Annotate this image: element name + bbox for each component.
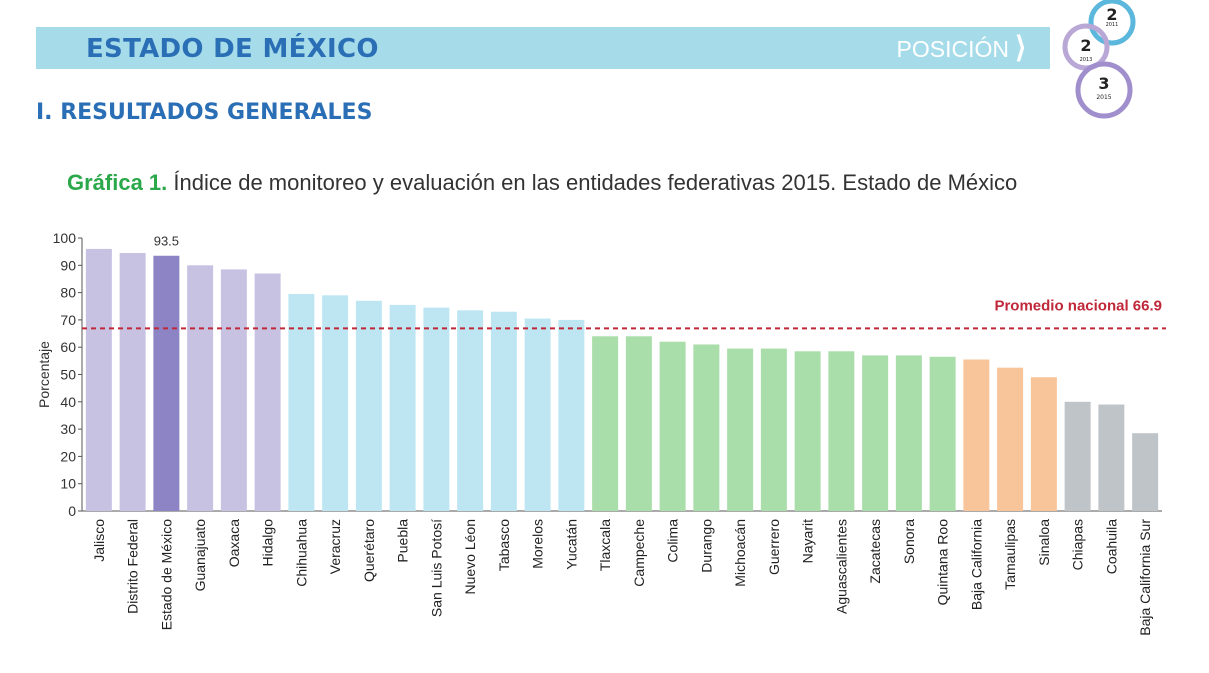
y-axis-label: Porcentaje xyxy=(36,341,52,408)
x-tick-label: Sonora xyxy=(901,519,917,564)
header-bar xyxy=(36,27,1050,69)
bar-22 xyxy=(794,351,821,511)
bar-11 xyxy=(423,307,450,511)
bar-23 xyxy=(828,351,855,511)
bar-2 xyxy=(119,253,146,511)
y-tick-label: 20 xyxy=(60,448,76,464)
x-tick-label: Michoacán xyxy=(732,519,748,587)
year-2011: 2011 xyxy=(1106,22,1119,28)
x-tick-label: Morelos xyxy=(530,519,546,569)
bar-3 xyxy=(153,255,180,511)
x-tick-label: Zacatecas xyxy=(867,519,883,584)
year-2013: 2013 xyxy=(1080,57,1093,63)
x-tick-label: Querétaro xyxy=(361,519,377,582)
bar-26 xyxy=(929,356,956,511)
y-tick-label: 70 xyxy=(60,312,76,328)
x-tick-label: Campeche xyxy=(631,519,647,587)
bar-31 xyxy=(1098,404,1125,511)
x-tick-label: Yucatán xyxy=(563,519,579,570)
x-tick-label: Sinaloa xyxy=(1036,519,1052,566)
x-tick-label: Veracruz xyxy=(327,519,343,574)
x-tick-label: Jalisco xyxy=(91,519,107,562)
bar-17 xyxy=(625,336,652,511)
bar-7 xyxy=(288,293,315,511)
bar-21 xyxy=(760,348,787,511)
ranking-2015: 3 2015 xyxy=(1075,61,1133,119)
x-tick-label: Quintana Roo xyxy=(935,519,951,606)
bar-14 xyxy=(524,318,551,511)
bar-8 xyxy=(322,295,349,511)
x-tick-label: Coahuila xyxy=(1103,519,1119,574)
x-tick-label: Chihuahua xyxy=(293,519,309,587)
bar-25 xyxy=(895,355,922,511)
bar-5 xyxy=(220,269,247,511)
x-tick-label: Nayarit xyxy=(800,519,816,563)
bar-9 xyxy=(355,300,382,511)
bar-20 xyxy=(727,348,754,511)
x-tick-label: Aguascalientes xyxy=(833,519,849,614)
x-tick-label: Guanajuato xyxy=(192,519,208,592)
rank-2015: 3 xyxy=(1098,74,1109,93)
average-reference-label: Promedio nacional 66.9 xyxy=(994,297,1162,314)
bar-24 xyxy=(862,355,889,511)
bar-16 xyxy=(592,336,619,511)
state-title: ESTADO DE MÉXICO xyxy=(86,34,379,64)
y-tick-label: 50 xyxy=(60,367,76,383)
x-tick-label: Guerrero xyxy=(766,519,782,575)
x-tick-label: Tamaulipas xyxy=(1002,519,1018,590)
bar-12 xyxy=(457,310,484,511)
y-tick-label: 60 xyxy=(60,339,76,355)
y-tick-label: 0 xyxy=(68,503,76,519)
y-tick-label: 100 xyxy=(53,230,77,246)
bar-30 xyxy=(1064,401,1091,511)
chart-caption-label: Gráfica 1. xyxy=(67,170,168,195)
data-label: 93.5 xyxy=(154,234,179,249)
rank-2013: 2 xyxy=(1080,36,1091,55)
y-tick-label: 30 xyxy=(60,421,76,437)
rank-2011: 2 xyxy=(1106,5,1117,24)
x-tick-label: Hidalgo xyxy=(260,519,276,567)
ring-2015 xyxy=(1075,61,1133,119)
y-tick-label: 80 xyxy=(60,285,76,301)
x-tick-label: Durango xyxy=(698,519,714,573)
ranking-badge: 2 2011 2 2013 3 2015 xyxy=(1062,0,1136,119)
section-title: I. RESULTADOS GENERALES xyxy=(36,100,373,125)
x-tick-label: San Luis Potosí xyxy=(428,519,444,617)
bar-6 xyxy=(254,273,281,511)
bar-29 xyxy=(1030,377,1057,511)
x-tick-label: Tabasco xyxy=(496,519,512,571)
x-tick-label: Tlaxcala xyxy=(597,519,613,571)
bar-13 xyxy=(490,311,517,511)
x-tick-label: Baja California xyxy=(968,519,984,610)
year-2015: 2015 xyxy=(1096,94,1111,101)
bar-4 xyxy=(187,265,214,511)
y-tick-label: 90 xyxy=(60,257,76,273)
x-tick-label: Nuevo Léon xyxy=(462,519,478,595)
x-tick-label: Estado de México xyxy=(158,519,174,630)
bar-10 xyxy=(389,304,416,511)
ring-2011 xyxy=(1088,0,1136,46)
bar-27 xyxy=(963,359,990,511)
x-tick-label: Colima xyxy=(665,519,681,563)
bar-32 xyxy=(1132,433,1159,511)
x-tick-label: Chiapas xyxy=(1070,519,1086,570)
x-tick-label: Puebla xyxy=(395,519,411,563)
y-tick-label: 10 xyxy=(60,476,76,492)
bar-15 xyxy=(558,319,585,511)
bar-18 xyxy=(659,341,686,511)
bar-28 xyxy=(997,367,1024,511)
x-tick-label: Oaxaca xyxy=(226,519,242,567)
bar-1 xyxy=(85,248,112,512)
x-tick-label: Baja California Sur xyxy=(1137,519,1153,636)
chart-caption-text: Índice de monitoreo y evaluación en las … xyxy=(173,170,1018,195)
x-tick-label: Distrito Federal xyxy=(125,519,141,614)
y-tick-label: 40 xyxy=(60,394,76,410)
chart-caption: Gráfica 1. Índice de monitoreo y evaluac… xyxy=(67,170,1017,196)
chevron-right-icon: ⟩ xyxy=(1015,32,1027,64)
bar-19 xyxy=(693,344,720,511)
ranking-2011: 2 2011 xyxy=(1088,0,1136,46)
position-label: POSICIÓN xyxy=(896,36,1009,62)
